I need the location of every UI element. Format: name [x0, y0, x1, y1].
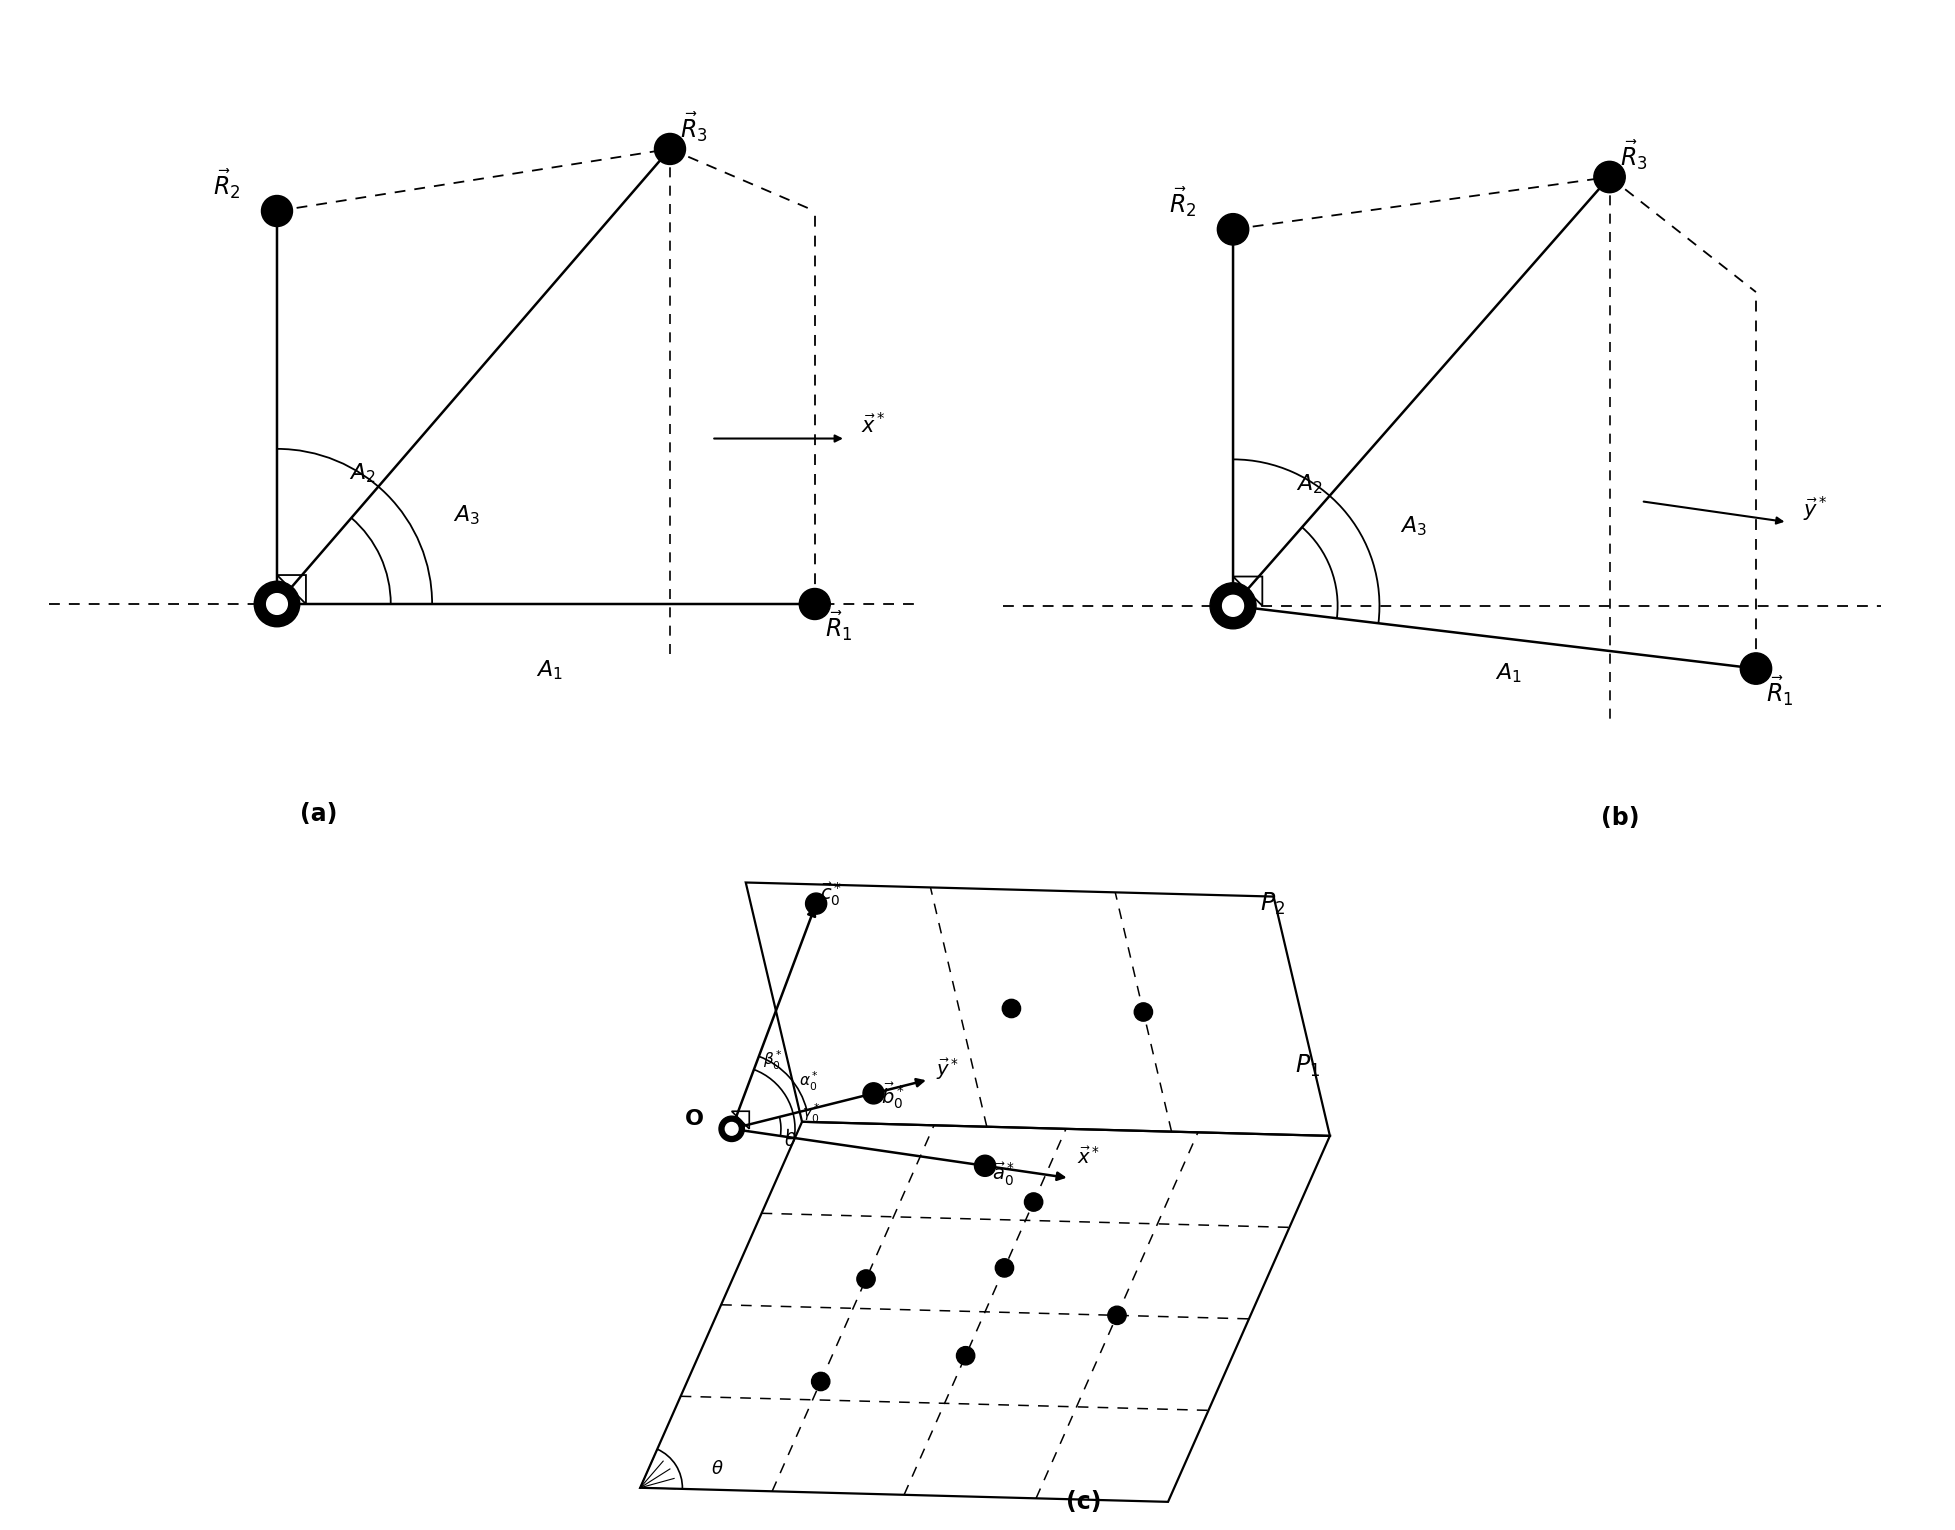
Text: $\vec{y}^*$: $\vec{y}^*$ [1803, 494, 1828, 523]
Text: $\vec{a}_0^*$: $\vec{a}_0^*$ [991, 1160, 1015, 1187]
Text: $\vec{y}^*$: $\vec{y}^*$ [934, 1056, 958, 1082]
Text: $P_2$: $P_2$ [1259, 890, 1284, 916]
Text: $\theta$: $\theta$ [784, 1132, 798, 1151]
Text: (c): (c) [1065, 1490, 1101, 1513]
Text: O: O [684, 1109, 704, 1129]
Text: $A_2$: $A_2$ [350, 462, 375, 485]
Text: $\vec{R}_2$: $\vec{R}_2$ [1169, 185, 1196, 219]
Text: $A_1$: $A_1$ [536, 658, 561, 682]
Text: $\vec{R}_3$: $\vec{R}_3$ [680, 110, 708, 144]
Text: $A_3$: $A_3$ [452, 503, 479, 526]
Circle shape [719, 1117, 745, 1141]
Circle shape [1216, 214, 1247, 245]
Text: $\theta$: $\theta$ [710, 1460, 723, 1478]
Text: $\beta_0^*$: $\beta_0^*$ [762, 1048, 782, 1073]
Text: $\vec{b}_0^*$: $\vec{b}_0^*$ [880, 1080, 903, 1111]
Circle shape [1134, 1002, 1151, 1021]
Circle shape [805, 894, 827, 913]
Circle shape [1024, 1193, 1042, 1212]
Circle shape [862, 1083, 884, 1105]
Circle shape [956, 1346, 974, 1365]
Circle shape [995, 1259, 1013, 1278]
Text: (b): (b) [1599, 806, 1638, 831]
Circle shape [1210, 583, 1255, 629]
Circle shape [254, 581, 299, 627]
Text: $A_3$: $A_3$ [1400, 514, 1427, 539]
Circle shape [266, 594, 287, 615]
Text: $\vec{R}_1$: $\vec{R}_1$ [825, 609, 852, 643]
Text: $P_1$: $P_1$ [1294, 1053, 1320, 1079]
Circle shape [1740, 653, 1771, 684]
Text: $A_2$: $A_2$ [1294, 473, 1322, 496]
Circle shape [800, 589, 829, 620]
Text: $\vec{R}_1$: $\vec{R}_1$ [1765, 673, 1793, 708]
Circle shape [811, 1372, 829, 1391]
Circle shape [1222, 595, 1243, 617]
Circle shape [1001, 999, 1021, 1017]
Text: $\alpha_0^*$: $\alpha_0^*$ [798, 1069, 817, 1092]
Text: $\vec{R}_2$: $\vec{R}_2$ [213, 167, 240, 200]
Circle shape [262, 196, 293, 226]
Circle shape [725, 1123, 737, 1135]
Circle shape [974, 1155, 995, 1177]
Circle shape [856, 1270, 874, 1288]
Circle shape [1593, 161, 1625, 193]
Text: $\vec{R}_3$: $\vec{R}_3$ [1619, 138, 1646, 171]
Text: $A_1$: $A_1$ [1494, 661, 1521, 684]
Text: $\vec{x}^*$: $\vec{x}^*$ [860, 412, 886, 438]
Text: $\gamma_0^*$: $\gamma_0^*$ [802, 1102, 821, 1125]
Text: $\vec{x}^*$: $\vec{x}^*$ [1075, 1146, 1099, 1167]
Text: $\vec{c}_0^*$: $\vec{c}_0^*$ [819, 880, 841, 907]
Text: (a): (a) [299, 802, 336, 826]
Circle shape [1107, 1307, 1126, 1325]
Circle shape [655, 133, 684, 164]
